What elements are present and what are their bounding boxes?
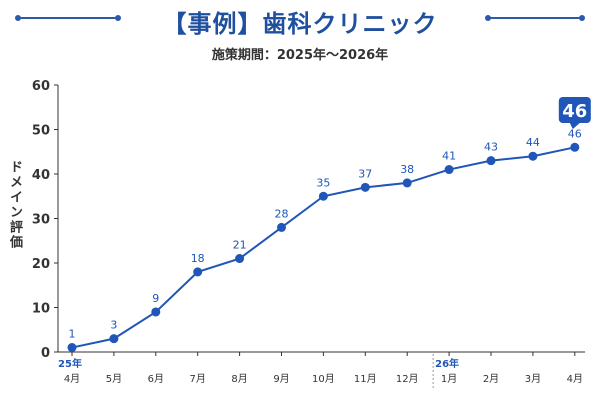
chart-title: 【事例】歯科クリニック (162, 10, 438, 38)
x-tick-label: 4月 (64, 373, 80, 385)
data-label: 9 (152, 292, 159, 305)
x-tick-label: 2月 (483, 373, 499, 385)
x-tick-label: 12月 (396, 373, 419, 385)
y-axis-label: ドメイン評価 (7, 160, 22, 250)
data-label: 43 (484, 141, 498, 154)
data-label: 18 (191, 252, 205, 265)
data-label: 21 (233, 239, 247, 252)
y-tick-label: 20 (32, 257, 50, 272)
year-label: 25年 (58, 357, 82, 370)
x-tick-label: 1月 (441, 373, 457, 385)
x-tick-label: 7月 (190, 373, 206, 385)
data-point (67, 343, 77, 353)
data-label: 35 (316, 176, 330, 189)
data-point (444, 165, 454, 175)
title-decoration-right (485, 15, 585, 21)
y-tick-label: 0 (41, 346, 50, 361)
y-tick-label: 60 (32, 79, 50, 94)
highlight-callout: 46 (558, 97, 591, 129)
data-label: 3 (110, 319, 117, 332)
title-decoration-left (15, 15, 121, 21)
x-tick-label: 10月 (312, 373, 335, 385)
chart-data-labels: 1 3 9 18 21 28 35 37 38 41 43 44 46 (69, 127, 582, 340)
highlight-badge-pointer (569, 123, 580, 129)
y-tick-label: 10 (32, 302, 50, 317)
data-point (109, 334, 119, 344)
data-point (151, 307, 161, 317)
data-point (570, 142, 580, 152)
data-point (528, 151, 538, 161)
x-tick-label: 8月 (231, 373, 247, 385)
highlight-badge-box (558, 97, 591, 123)
data-label: 37 (358, 167, 372, 180)
data-label: 46 (568, 127, 582, 140)
x-tick-label: 6月 (148, 373, 164, 385)
year-label: 26年 (435, 357, 459, 370)
data-point (486, 156, 496, 166)
chart-axes (57, 85, 585, 353)
data-point (360, 182, 370, 192)
data-point (402, 178, 412, 188)
y-tick-label: 50 (32, 124, 50, 139)
x-tick-label: 4月 (567, 373, 583, 385)
x-tick-label: 9月 (273, 373, 289, 385)
x-tick-label: 11月 (354, 373, 377, 385)
y-tick-label: 40 (32, 168, 50, 183)
highlight-badge: 46 (558, 97, 591, 129)
data-point (318, 191, 328, 201)
y-tick-label: 30 (32, 213, 50, 228)
data-point (235, 254, 245, 264)
data-label: 44 (526, 136, 540, 149)
highlight-badge-label: 46 (562, 101, 587, 122)
chart-ticks: 0 10 20 30 40 50 60 4月 5月 6月 7月 8月 9月 10月 11月 12月 1月 2月 3月… (32, 79, 583, 388)
data-label: 1 (69, 328, 76, 341)
x-tick-label: 5月 (106, 373, 122, 385)
data-label: 28 (275, 207, 289, 220)
chart-subtitle: 施策期間：2025年〜2026年 (211, 48, 389, 63)
chart-series (67, 142, 580, 353)
data-label: 38 (400, 163, 414, 176)
data-point (193, 267, 203, 277)
data-point (277, 222, 286, 232)
x-tick-label: 3月 (525, 373, 541, 385)
data-label: 41 (442, 150, 456, 163)
